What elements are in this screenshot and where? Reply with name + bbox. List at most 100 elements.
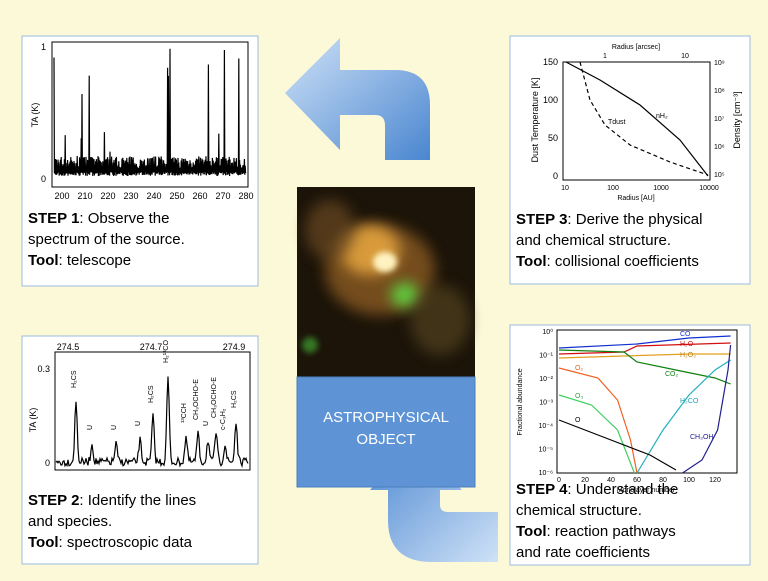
x-tick-label: 100 xyxy=(607,185,619,192)
x-tick-label: 230 xyxy=(123,191,138,201)
x-tick-label: 1000 xyxy=(653,185,669,192)
step-heading: Tool xyxy=(28,534,59,551)
species-label: H₂CO xyxy=(680,398,699,405)
step-description: and rate coefficients xyxy=(516,544,650,561)
y2-axis-label: Density [cm⁻³] xyxy=(732,91,742,148)
y-tick-label: 10⁰ xyxy=(542,328,553,336)
step-heading: STEP 1 xyxy=(28,210,79,227)
x-tick-label: 274.5 xyxy=(57,342,80,352)
step-text: Tool: telescope xyxy=(28,252,131,269)
plot-frame xyxy=(54,351,251,471)
y-tick-label: 10⁻¹ xyxy=(539,353,553,360)
center-label: OBJECT xyxy=(356,431,415,448)
x-tick-label: 40 xyxy=(607,477,615,484)
step-description: spectrum of the source. xyxy=(28,231,185,248)
y-axis-label: Dust Temperature [K] xyxy=(530,78,540,163)
spectrum xyxy=(53,48,247,177)
step-heading: STEP 3 xyxy=(516,211,567,228)
species-label: CH₃OCHO-E xyxy=(193,379,200,420)
x-tick-label: 250 xyxy=(169,191,184,201)
step-text: STEP 1: Observe the xyxy=(28,210,169,227)
plot-frame xyxy=(51,41,249,188)
species-label: CH₃OCHO-E xyxy=(211,377,218,418)
species-curve xyxy=(682,344,732,474)
x-tick-label: 120 xyxy=(709,477,721,484)
x-tick-label: 210 xyxy=(77,191,92,201)
x2-tick-label: 10 xyxy=(681,53,689,60)
plot-frame xyxy=(562,61,711,181)
step-description: : reaction pathways xyxy=(547,523,676,540)
y2-tick-label: 10⁹ xyxy=(714,60,725,67)
step-text: and chemical structure. xyxy=(516,232,671,249)
step-heading: Tool xyxy=(516,523,547,540)
step-text: and species. xyxy=(28,513,112,530)
x-tick-label: 0 xyxy=(557,477,561,484)
x-tick-label: 100 xyxy=(683,477,695,484)
species-curve xyxy=(558,349,731,385)
species-label: O xyxy=(575,417,581,424)
step-description: and chemical structure. xyxy=(516,232,671,249)
x2-tick-label: 1 xyxy=(603,53,607,60)
y-tick-label: 50 xyxy=(548,133,558,143)
step-2-panel xyxy=(21,335,259,565)
species-label: O₃ xyxy=(575,393,583,400)
x-tick-label: 260 xyxy=(192,191,207,201)
y-tick-label: 10⁻⁶ xyxy=(539,470,553,477)
y2-tick-label: 10⁵ xyxy=(714,172,725,179)
species-label: H₂¹³CO xyxy=(163,340,170,363)
step-text: chemical structure. xyxy=(516,502,642,519)
y-tick-label: 100 xyxy=(543,95,558,105)
x-tick-label: 220 xyxy=(100,191,115,201)
step-description: : Identify the lines xyxy=(79,492,196,509)
species-label: U xyxy=(135,421,142,426)
species-label: ¹³CCH xyxy=(181,403,188,423)
center-label-box xyxy=(296,376,476,488)
species-curve xyxy=(558,419,677,471)
spectrum xyxy=(55,376,249,469)
step-text: STEP 3: Derive the physical xyxy=(516,211,702,228)
species-curve xyxy=(558,367,638,474)
nebula-image xyxy=(297,187,475,377)
y-tick-label: 0 xyxy=(41,174,46,184)
step-description: : telescope xyxy=(59,252,132,269)
species-label: U xyxy=(111,425,118,430)
x-tick-label: 274.7 xyxy=(140,342,163,352)
step-description: : Understand the xyxy=(567,481,678,498)
species-label: H₂CS xyxy=(231,390,238,408)
species-curve xyxy=(558,335,731,349)
species-label: CH₃OH xyxy=(690,434,713,441)
y-tick-label: 10⁻² xyxy=(539,376,553,383)
step-heading: Tool xyxy=(516,253,547,270)
y-axis-label: TA (K) xyxy=(30,103,40,128)
y-axis-label: TA (K) xyxy=(28,408,38,433)
step-description: : Derive the physical xyxy=(567,211,702,228)
species-label: U xyxy=(203,421,210,426)
y-tick-label: 0.3 xyxy=(37,364,50,374)
x-tick-label: 200 xyxy=(54,191,69,201)
y-tick-label: 0 xyxy=(553,171,558,181)
y-tick-label: 10⁻³ xyxy=(539,400,553,407)
step-text: STEP 4: Understand the xyxy=(516,481,678,498)
x-tick-label: 10000 xyxy=(699,185,719,192)
step-description: chemical structure. xyxy=(516,502,642,519)
species-curve xyxy=(558,353,731,359)
species-curve xyxy=(558,394,635,474)
density-curve xyxy=(565,61,709,177)
y-tick-label: 10⁻⁵ xyxy=(539,447,553,454)
step-heading: Tool xyxy=(28,252,59,269)
step-description: : spectroscopic data xyxy=(59,534,193,551)
step-heading: STEP 2 xyxy=(28,492,79,509)
species-label: c-C₃H₂ xyxy=(220,408,227,430)
temperature-curve xyxy=(579,61,709,176)
x-tick-label: 60 xyxy=(633,477,641,484)
x-tick-label: 280 xyxy=(238,191,253,201)
species-label: H₂CS xyxy=(71,370,78,388)
step-text: Tool: reaction pathways xyxy=(516,523,676,540)
x2-axis-label: Radius [arcsec] xyxy=(612,44,660,51)
x-tick-label: 274.9 xyxy=(223,342,246,352)
step-description: : Observe the xyxy=(79,210,169,227)
y2-tick-label: 10⁸ xyxy=(714,88,725,95)
species-curve xyxy=(636,359,731,474)
species-label: CO₂ xyxy=(665,371,679,378)
